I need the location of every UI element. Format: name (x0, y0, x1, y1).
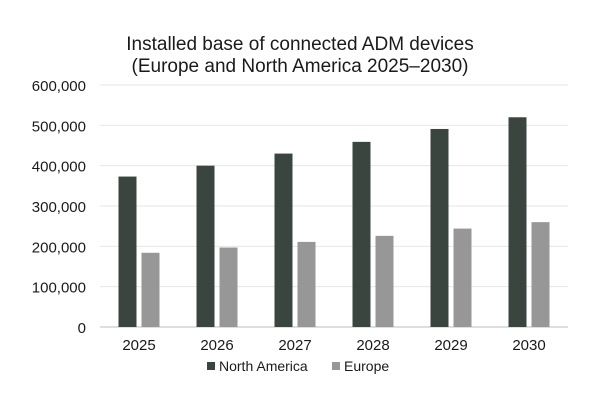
bar-north-america (430, 128, 449, 327)
bar-north-america (274, 153, 293, 327)
chart-title-line-1: Installed base of connected ADM devices (126, 34, 474, 55)
legend-label: North America (219, 358, 308, 374)
y-tick-label: 200,000 (32, 239, 86, 256)
y-tick-label: 100,000 (32, 280, 86, 297)
y-tick-label: 500,000 (32, 118, 86, 135)
bar-europe (219, 247, 238, 327)
legend-swatch (332, 362, 340, 370)
bar-north-america (352, 141, 371, 327)
legend-label: Europe (344, 358, 389, 374)
x-tick-label: 2030 (512, 337, 545, 354)
y-tick-label: 300,000 (32, 199, 86, 216)
legend-swatch (207, 362, 215, 370)
bar-europe (141, 252, 160, 327)
bar-europe (297, 241, 316, 327)
y-tick-label: 600,000 (32, 78, 86, 95)
y-tick-label: 0 (78, 320, 86, 337)
x-tick-label: 2029 (434, 337, 467, 354)
bar-europe (531, 222, 550, 327)
x-tick-label: 2025 (122, 337, 155, 354)
x-tick-label: 2028 (356, 337, 389, 354)
y-tick-label: 400,000 (32, 159, 86, 176)
x-tick-label: 2026 (200, 337, 233, 354)
bar-north-america (118, 176, 137, 327)
x-tick-label: 2027 (278, 337, 311, 354)
bar-europe (375, 235, 394, 327)
bar-north-america (196, 165, 215, 327)
bar-north-america (508, 117, 527, 328)
chart-title-line-2: (Europe and North America 2025–2030) (131, 56, 469, 77)
bar-europe (453, 228, 472, 327)
